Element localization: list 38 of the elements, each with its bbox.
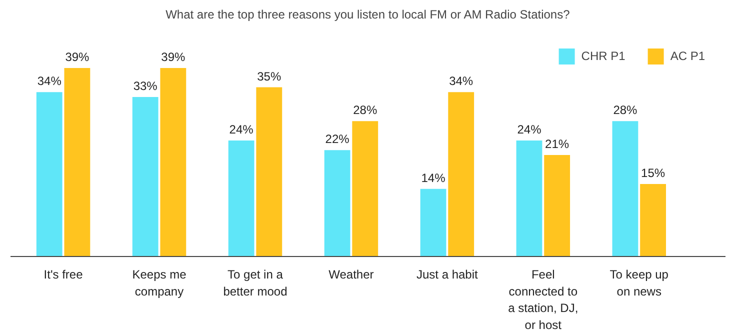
data-label: 28% xyxy=(353,103,378,118)
data-label: 24% xyxy=(229,122,254,136)
bar xyxy=(612,121,638,256)
data-label: 22% xyxy=(325,132,350,146)
bar xyxy=(160,68,186,256)
data-label: 28% xyxy=(613,103,638,118)
chart-title: What are the top three reasons you listen to local FM or AM Radio Stations? xyxy=(166,8,570,22)
x-tick-label: Feel connected to a station, DJ, or host xyxy=(508,268,578,332)
legend-label: CHR P1 xyxy=(581,49,626,63)
data-label: 34% xyxy=(449,74,474,88)
bar xyxy=(228,140,254,256)
bar xyxy=(324,150,350,256)
data-label: 24% xyxy=(517,122,542,136)
bar xyxy=(516,140,542,256)
data-label: 15% xyxy=(641,166,666,180)
data-label: 34% xyxy=(37,74,62,88)
data-label: 39% xyxy=(161,50,186,64)
x-tick-label: It's free xyxy=(44,268,84,282)
bar xyxy=(420,188,446,256)
data-label: 21% xyxy=(545,136,570,151)
x-tick-label: To keep up on news xyxy=(610,268,669,298)
bar xyxy=(64,68,90,256)
legend-label: AC P1 xyxy=(670,49,705,63)
bar xyxy=(544,154,570,256)
data-label: 33% xyxy=(133,78,158,93)
bar xyxy=(36,92,62,256)
data-label: 35% xyxy=(257,69,282,84)
bar xyxy=(256,87,282,256)
x-tick-label: Keeps me company xyxy=(132,268,187,298)
x-tick-label: Weather xyxy=(328,268,374,282)
bar xyxy=(448,92,474,256)
bar xyxy=(640,184,666,256)
data-label: 39% xyxy=(65,50,90,64)
bar xyxy=(132,96,158,256)
data-label: 14% xyxy=(421,170,446,185)
bar xyxy=(352,121,378,256)
x-tick-label: Just a habit xyxy=(416,268,479,282)
x-tick-label: To get in a better mood xyxy=(223,268,288,298)
